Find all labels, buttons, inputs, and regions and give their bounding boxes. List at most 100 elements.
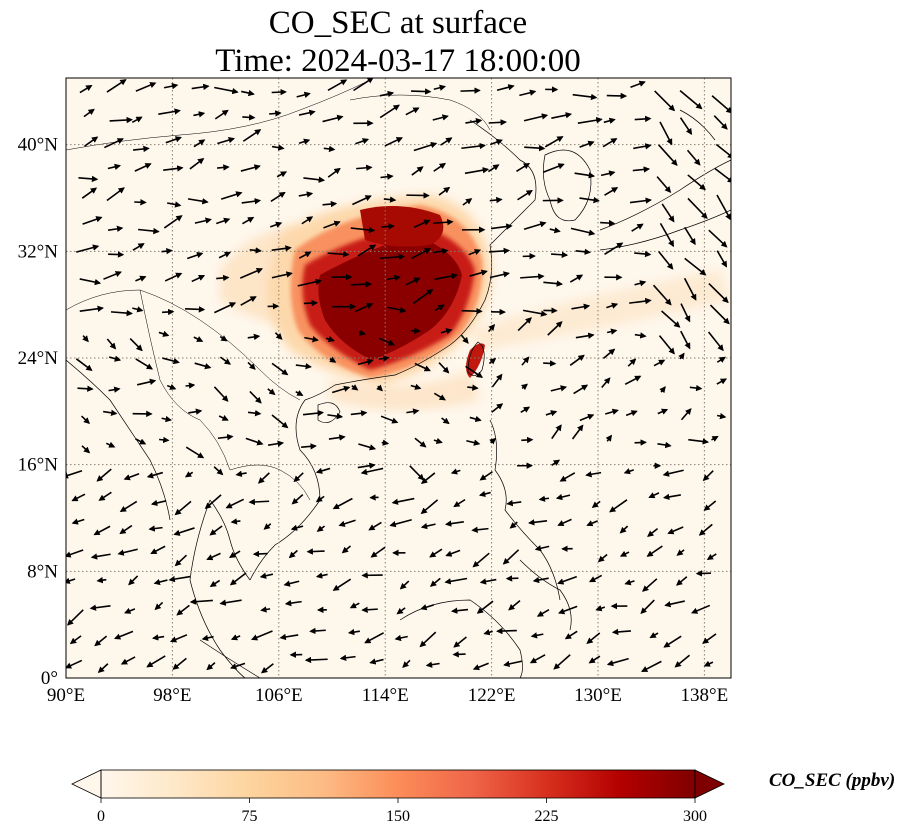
wind-arrow [327, 79, 348, 92]
wind-arrow [204, 494, 222, 510]
wind-arrow [214, 302, 237, 314]
wind-arrow [161, 415, 172, 423]
wind-arrow [368, 521, 382, 531]
wind-arrow [271, 414, 289, 429]
wind-arrow [132, 243, 145, 251]
wind-arrow [409, 465, 425, 481]
wind-arrow [686, 149, 701, 166]
wind-arrow [103, 409, 118, 416]
wind-arrow [108, 251, 125, 258]
wind-arrow [595, 605, 606, 612]
wind-arrow [549, 227, 561, 234]
wind-arrow [438, 186, 451, 196]
wind-arrow [389, 518, 412, 528]
wind-arrow [152, 634, 165, 641]
wind-arrow [304, 336, 319, 343]
wind-arrow [301, 443, 317, 450]
longitude-ticks: 90°E 98°E 106°E 114°E 122°E 130°E 138°E [47, 685, 728, 706]
wind-arrow [708, 229, 728, 248]
wind-arrow [77, 385, 94, 392]
wind-arrow [298, 109, 316, 116]
wind-arrow [405, 277, 421, 286]
wind-arrow [641, 660, 662, 673]
wind-arrow [260, 606, 271, 613]
wind-arrow [489, 437, 497, 445]
wind-arrow [413, 289, 434, 304]
wind-arrow [263, 523, 272, 530]
wind-arrow [716, 412, 727, 420]
wind-arrow [357, 462, 376, 469]
wind-arrow [516, 162, 531, 172]
wind-arrow [150, 499, 167, 507]
wind-arrow [370, 546, 386, 558]
wind-arrow [465, 365, 484, 378]
wind-arrow [469, 415, 482, 423]
wind-arrow [634, 115, 652, 123]
wind-arrow [433, 84, 447, 91]
wind-arrow [214, 109, 229, 120]
wind-arrow [164, 272, 183, 282]
wind-arrow [327, 412, 344, 420]
wind-arrow [538, 495, 550, 502]
wind-arrow [353, 78, 374, 92]
wind-arrow [649, 632, 659, 639]
wind-arrow [460, 334, 469, 344]
wind-arrow [315, 572, 328, 579]
wind-arrow [185, 306, 206, 313]
wind-arrow [571, 424, 584, 440]
wind-arrow [387, 306, 407, 314]
colorbar-tick-label: 150 [386, 808, 410, 825]
wind-arrow [624, 579, 635, 586]
wind-arrow [674, 654, 691, 668]
wind-arrow [328, 434, 346, 441]
wind-arrow [379, 104, 400, 119]
wind-arrow [79, 84, 93, 94]
wind-arrow [384, 137, 403, 147]
wind-arrow [355, 303, 374, 313]
wind-arrow [713, 115, 728, 130]
wind-arrow [172, 657, 187, 670]
wind-arrow [707, 331, 724, 352]
colorbar-title: CO_SEC (ppbv) [769, 770, 896, 791]
wind-arrow [687, 197, 708, 219]
map-frame [65, 77, 732, 679]
wind-arrow [163, 82, 179, 90]
wind-arrow [242, 216, 255, 225]
wind-arrow [138, 227, 160, 235]
wind-arrow [487, 324, 496, 333]
wind-arrow [161, 247, 173, 255]
wind-arrow [174, 554, 188, 567]
wind-arrow [703, 660, 714, 667]
wind-arrow [239, 267, 263, 279]
wind-arrow [135, 82, 157, 92]
wind-arrow [356, 164, 373, 171]
wind-arrow [378, 337, 395, 346]
wind-arrow [218, 251, 232, 259]
wind-arrow [135, 358, 154, 370]
wind-arrow [551, 459, 561, 466]
wind-arrow [168, 575, 191, 583]
wind-arrow [663, 635, 682, 648]
wind-arrow [105, 441, 116, 448]
colorbar-gradient [101, 770, 695, 798]
wind-arrow [274, 332, 283, 340]
wind-arrow [191, 274, 206, 283]
wind-arrow [659, 222, 675, 248]
wind-arrow [283, 580, 300, 587]
wind-arrow [173, 527, 195, 536]
wind-arrow [433, 392, 446, 401]
wind-arrow [452, 651, 466, 658]
wind-arrow [187, 198, 209, 205]
wind-arrow [479, 578, 497, 585]
wind-arrow [469, 269, 488, 277]
wind-arrow [602, 138, 618, 148]
wind-arrow [176, 604, 190, 616]
wind-arrow [123, 472, 140, 481]
colorbar-extend-high [694, 769, 725, 799]
lat-tick-label: 24°N [18, 348, 59, 369]
wind-arrow [75, 358, 93, 372]
wind-arrow [551, 251, 569, 258]
lon-tick-label: 98°E [153, 685, 191, 706]
wind-arrow [81, 415, 90, 425]
wind-arrow [603, 117, 616, 124]
